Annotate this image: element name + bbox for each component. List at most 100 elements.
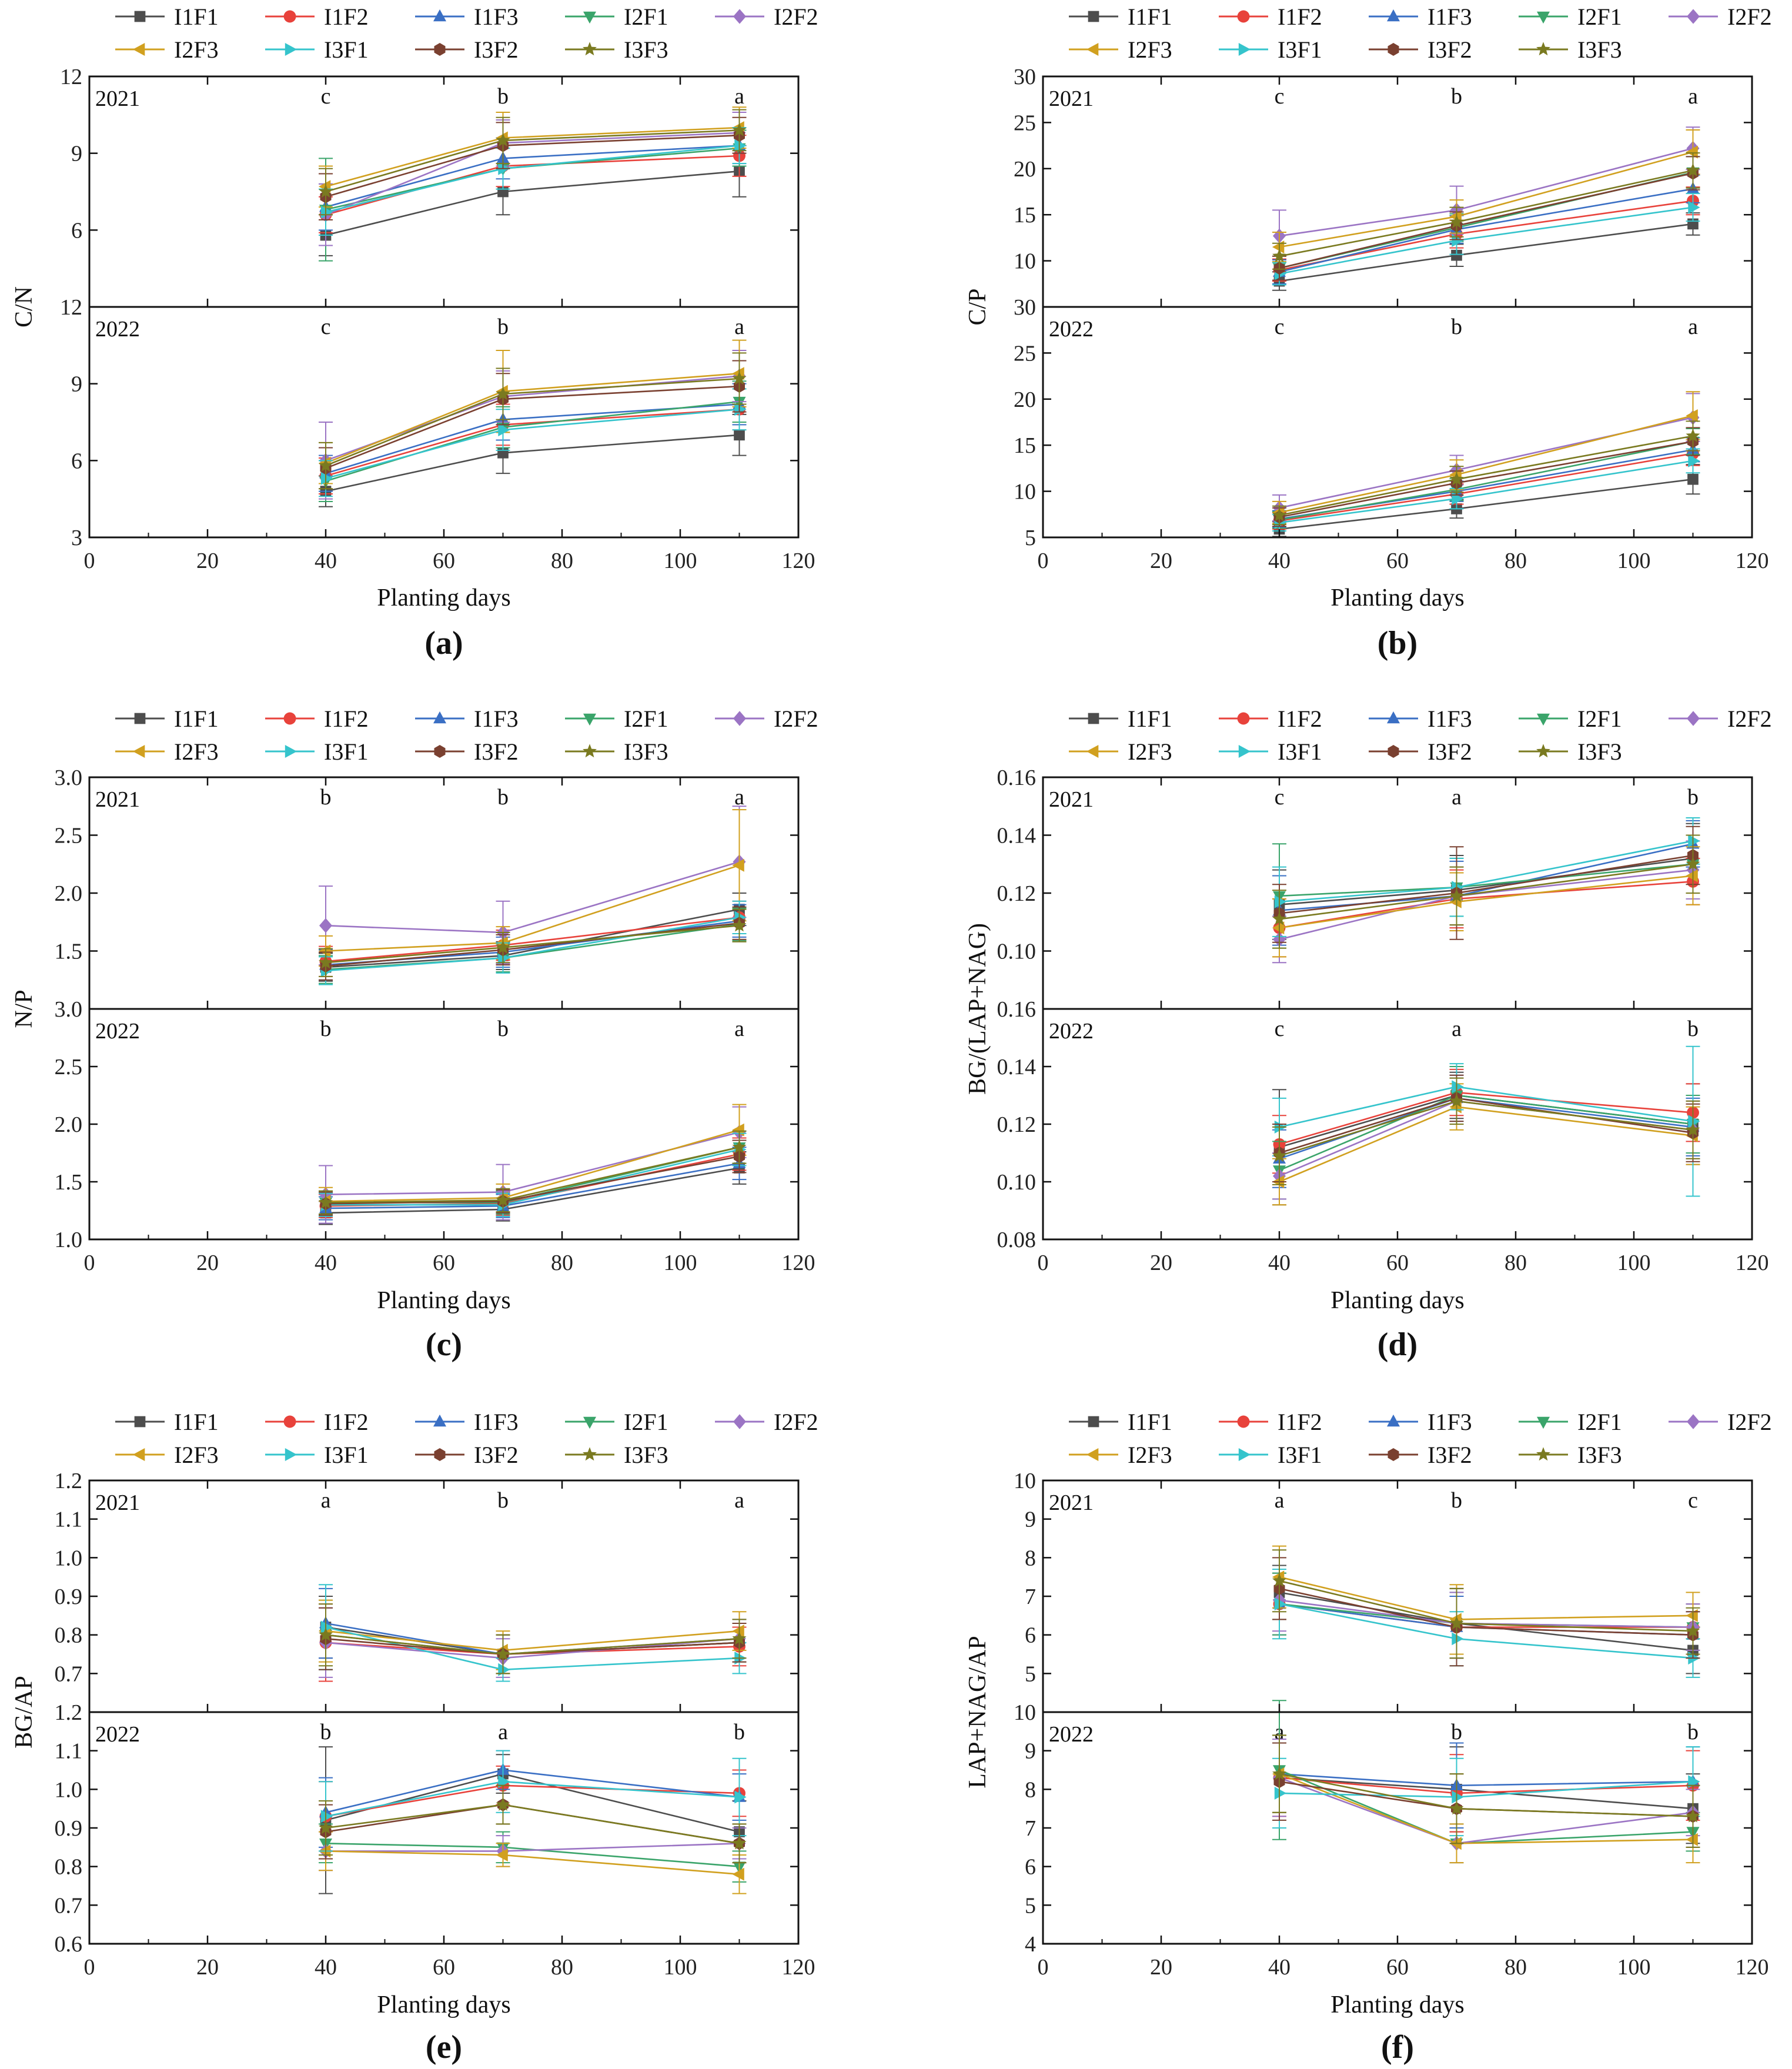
x-tick-label: 20 <box>1150 1955 1172 1980</box>
legend-marker <box>1388 1448 1399 1461</box>
data-point <box>1688 454 1700 467</box>
series-line <box>325 864 740 952</box>
data-point <box>319 184 333 198</box>
significance-letter: b <box>1451 1488 1462 1513</box>
series-I2F3 <box>1272 129 1700 263</box>
legend-item: I1F3 <box>415 4 519 30</box>
subplot-2021: 0.10 0.12 0.14 0.16 2021 c a b <box>997 766 1752 964</box>
series-I3F3 <box>319 1130 747 1215</box>
year-label: 2021 <box>1049 86 1094 111</box>
significance-letter: b <box>497 315 509 339</box>
series-I3F2 <box>1272 156 1700 281</box>
series-I1F1 <box>319 413 747 507</box>
series-line <box>325 1622 740 1655</box>
legend-marker <box>283 10 296 23</box>
legend-item: I1F2 <box>265 706 369 732</box>
legend-label: I1F3 <box>474 706 519 732</box>
data-point <box>1686 145 1698 159</box>
series-line <box>325 924 740 964</box>
series-I3F3 <box>319 908 747 977</box>
panel-label: (b) <box>1378 625 1417 661</box>
legend-marker <box>1237 712 1250 725</box>
legend-item: I3F1 <box>265 738 369 765</box>
data-point <box>1452 1790 1464 1804</box>
legend-marker <box>1537 11 1550 24</box>
data-point <box>319 1195 333 1209</box>
series-I1F2 <box>319 1765 747 1852</box>
legend-label: I3F1 <box>1278 1442 1322 1468</box>
significance-letter: b <box>734 1720 745 1744</box>
x-tick-label: 40 <box>315 1955 337 1980</box>
legend-label: I3F1 <box>324 738 369 765</box>
legend-label: I1F2 <box>1278 4 1322 30</box>
significance-letter: b <box>497 84 509 109</box>
data-point <box>1452 1632 1464 1646</box>
data-point <box>734 1790 747 1804</box>
series-line <box>1279 460 1693 524</box>
legend-marker <box>283 712 296 725</box>
legend-marker <box>733 9 746 24</box>
legend-label: I2F3 <box>174 36 219 63</box>
legend-marker <box>583 713 596 726</box>
series-line <box>325 1804 740 1844</box>
legend-item: I1F3 <box>1369 1409 1472 1435</box>
significance-letter: a <box>1452 1017 1462 1041</box>
legend-item: I3F3 <box>565 738 668 765</box>
legend-item: I3F3 <box>1519 738 1622 765</box>
significance-letter: c <box>1275 84 1285 109</box>
data-point <box>1688 200 1700 214</box>
panel-b: I1F1 I1F2 I1F3 I2F1 I2F2 I2F3 I3F1 I3F2 I3F3 10 15… <box>964 4 1772 661</box>
series-line <box>1279 863 1693 897</box>
x-tick-label: 20 <box>196 1955 219 1980</box>
legend-item: I2F1 <box>565 706 668 732</box>
significance-letter: a <box>734 315 744 339</box>
series-line <box>1279 1599 1693 1628</box>
data-point <box>1688 1775 1700 1789</box>
legend-marker <box>1537 713 1550 726</box>
series-line <box>325 1626 740 1655</box>
subplot-2021: 5 6 7 8 9 10 2021 a b c <box>1014 1469 1752 1686</box>
series-I2F1 <box>319 129 747 262</box>
legend-item: I2F3 <box>115 36 219 63</box>
series-I1F1 <box>319 893 747 982</box>
legend-marker <box>1387 711 1400 724</box>
data-point <box>496 1646 510 1660</box>
y-axis-label: LAP+NAG/AP <box>964 1636 991 1788</box>
legend-marker <box>132 43 145 56</box>
x-tick-label: 60 <box>433 1251 455 1275</box>
y-tick-label: 10 <box>1014 1469 1036 1493</box>
legend-marker <box>134 1416 146 1428</box>
series-line <box>325 155 740 216</box>
data-point <box>1686 869 1698 883</box>
data-point <box>496 133 510 147</box>
y-tick-label: 7 <box>1025 1585 1036 1609</box>
data-point <box>1449 472 1464 486</box>
data-point <box>1449 888 1464 903</box>
y-tick-label: 5 <box>1025 1662 1036 1686</box>
y-tick-label: 9 <box>1025 1739 1036 1764</box>
legend-item: I2F1 <box>1519 4 1622 30</box>
year-label: 2022 <box>95 1019 140 1044</box>
legend-label: I1F2 <box>1278 1409 1322 1435</box>
y-tick-label: 8 <box>1025 1777 1036 1802</box>
data-point <box>319 1627 333 1641</box>
series-I2F1 <box>1272 1066 1700 1200</box>
series-I1F3 <box>319 127 747 231</box>
y-axis-label: C/N <box>11 286 38 327</box>
legend-label: I2F2 <box>1727 1409 1772 1435</box>
data-point <box>1686 1609 1698 1622</box>
legend-marker <box>1388 745 1399 758</box>
series-I2F1 <box>1272 1572 1700 1655</box>
legend-label: I3F2 <box>474 738 519 765</box>
y-tick-label: 1.0 <box>55 1228 83 1252</box>
legend-marker <box>433 711 446 724</box>
series-line <box>1279 440 1693 521</box>
legend-marker <box>433 1414 446 1427</box>
series-I2F3 <box>318 1831 747 1894</box>
legend-item: I1F2 <box>1219 4 1322 30</box>
y-tick-label: 3.0 <box>55 997 83 1022</box>
series-line <box>325 1804 740 1844</box>
significance-letter: a <box>1688 84 1698 109</box>
series-line <box>325 1129 740 1202</box>
